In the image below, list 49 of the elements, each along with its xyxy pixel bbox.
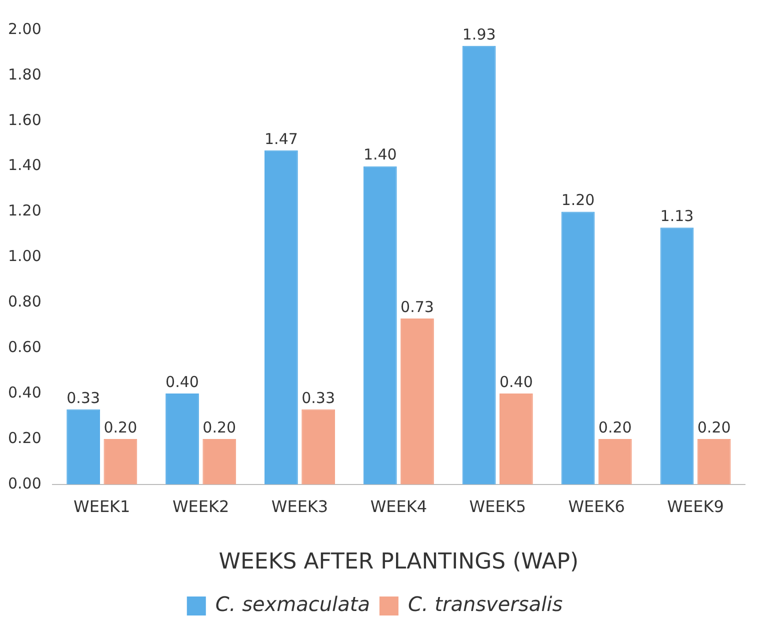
x-tick-label: WEEK2 bbox=[172, 497, 230, 516]
legend-label: C. sexmaculata bbox=[215, 592, 370, 616]
x-axis-title: WEEKS AFTER PLANTINGS (WAP) bbox=[218, 550, 579, 575]
bar bbox=[400, 318, 434, 484]
data-label: 1.47 bbox=[264, 130, 298, 148]
bar bbox=[264, 150, 298, 484]
bar bbox=[462, 46, 496, 484]
data-label: 0.33 bbox=[302, 388, 336, 407]
data-label: 0.40 bbox=[499, 372, 533, 391]
bar bbox=[561, 212, 595, 484]
data-label: 1.20 bbox=[561, 191, 595, 210]
y-tick-label: 0.80 bbox=[8, 292, 42, 311]
bar bbox=[302, 409, 336, 484]
y-tick-label: 0.00 bbox=[8, 474, 42, 492]
bar bbox=[697, 438, 731, 484]
x-tick-label: WEEK1 bbox=[74, 497, 130, 516]
x-tick-label: WEEK6 bbox=[568, 497, 625, 516]
bar bbox=[66, 409, 100, 484]
data-label: 0.20 bbox=[104, 418, 138, 436]
data-label: 1.13 bbox=[660, 207, 694, 226]
y-tick-label: 1.20 bbox=[8, 202, 42, 220]
data-label: 0.40 bbox=[166, 372, 199, 391]
bar bbox=[500, 394, 533, 484]
bar bbox=[202, 438, 236, 484]
data-label: 0.20 bbox=[598, 418, 632, 436]
y-tick-label: 1.60 bbox=[8, 110, 42, 129]
y-tick-label: 2.00 bbox=[8, 20, 42, 38]
y-tick-label: 1.40 bbox=[8, 156, 42, 174]
y-tick-label: 1.00 bbox=[8, 247, 42, 266]
bar bbox=[660, 228, 694, 484]
y-tick-label: 0.40 bbox=[8, 383, 42, 402]
x-tick-label: WEEK5 bbox=[469, 497, 526, 516]
data-label: 0.20 bbox=[202, 418, 236, 436]
data-label: 0.20 bbox=[697, 418, 731, 436]
y-tick-label: 0.60 bbox=[8, 338, 42, 356]
data-label: 0.33 bbox=[66, 388, 100, 407]
bar bbox=[166, 394, 199, 484]
bar bbox=[104, 438, 138, 484]
data-label: 0.73 bbox=[400, 298, 434, 316]
bar bbox=[363, 166, 397, 484]
x-tick-label: WEEK3 bbox=[271, 497, 328, 516]
y-tick-label: 1.80 bbox=[8, 65, 42, 84]
data-label: 1.40 bbox=[363, 146, 397, 164]
x-tick-label: WEEK4 bbox=[370, 497, 428, 516]
legend-label: C. transversalis bbox=[408, 592, 563, 616]
x-tick-label: WEEK9 bbox=[667, 497, 724, 516]
data-label: 1.93 bbox=[462, 25, 496, 44]
bar bbox=[598, 438, 632, 484]
y-tick-label: 0.20 bbox=[8, 428, 42, 447]
